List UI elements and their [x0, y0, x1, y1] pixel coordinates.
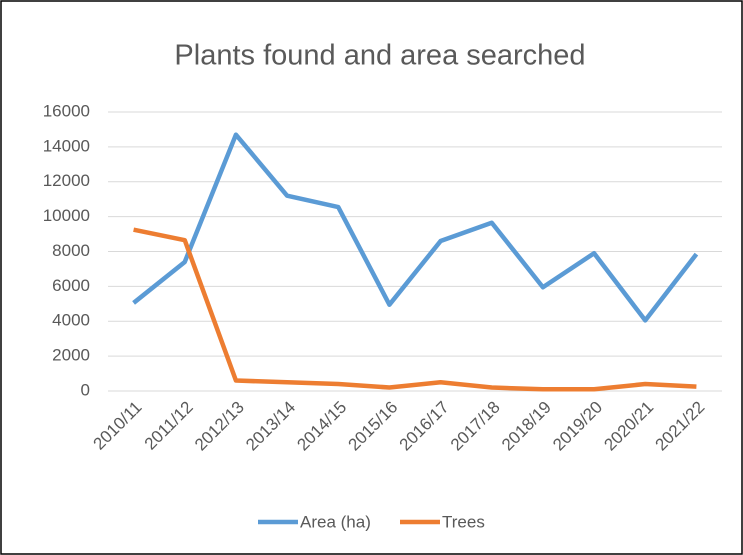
- y-tick-label: 2000: [52, 346, 90, 365]
- y-tick-label: 4000: [52, 311, 90, 330]
- y-tick-label: 6000: [52, 276, 90, 295]
- legend-label: Area (ha): [300, 512, 371, 531]
- series-line: [132, 132, 699, 323]
- y-tick-label: 8000: [52, 241, 90, 260]
- y-tick-label: 12000: [43, 171, 90, 190]
- chart-title: Plants found and area searched: [174, 40, 585, 72]
- legend-label: Trees: [442, 512, 485, 531]
- y-tick-label: 0: [81, 380, 90, 399]
- y-tick-label: 16000: [43, 101, 90, 120]
- y-tick-label: 10000: [43, 206, 90, 225]
- series-line: [133, 227, 697, 392]
- y-tick-label: 14000: [43, 136, 90, 155]
